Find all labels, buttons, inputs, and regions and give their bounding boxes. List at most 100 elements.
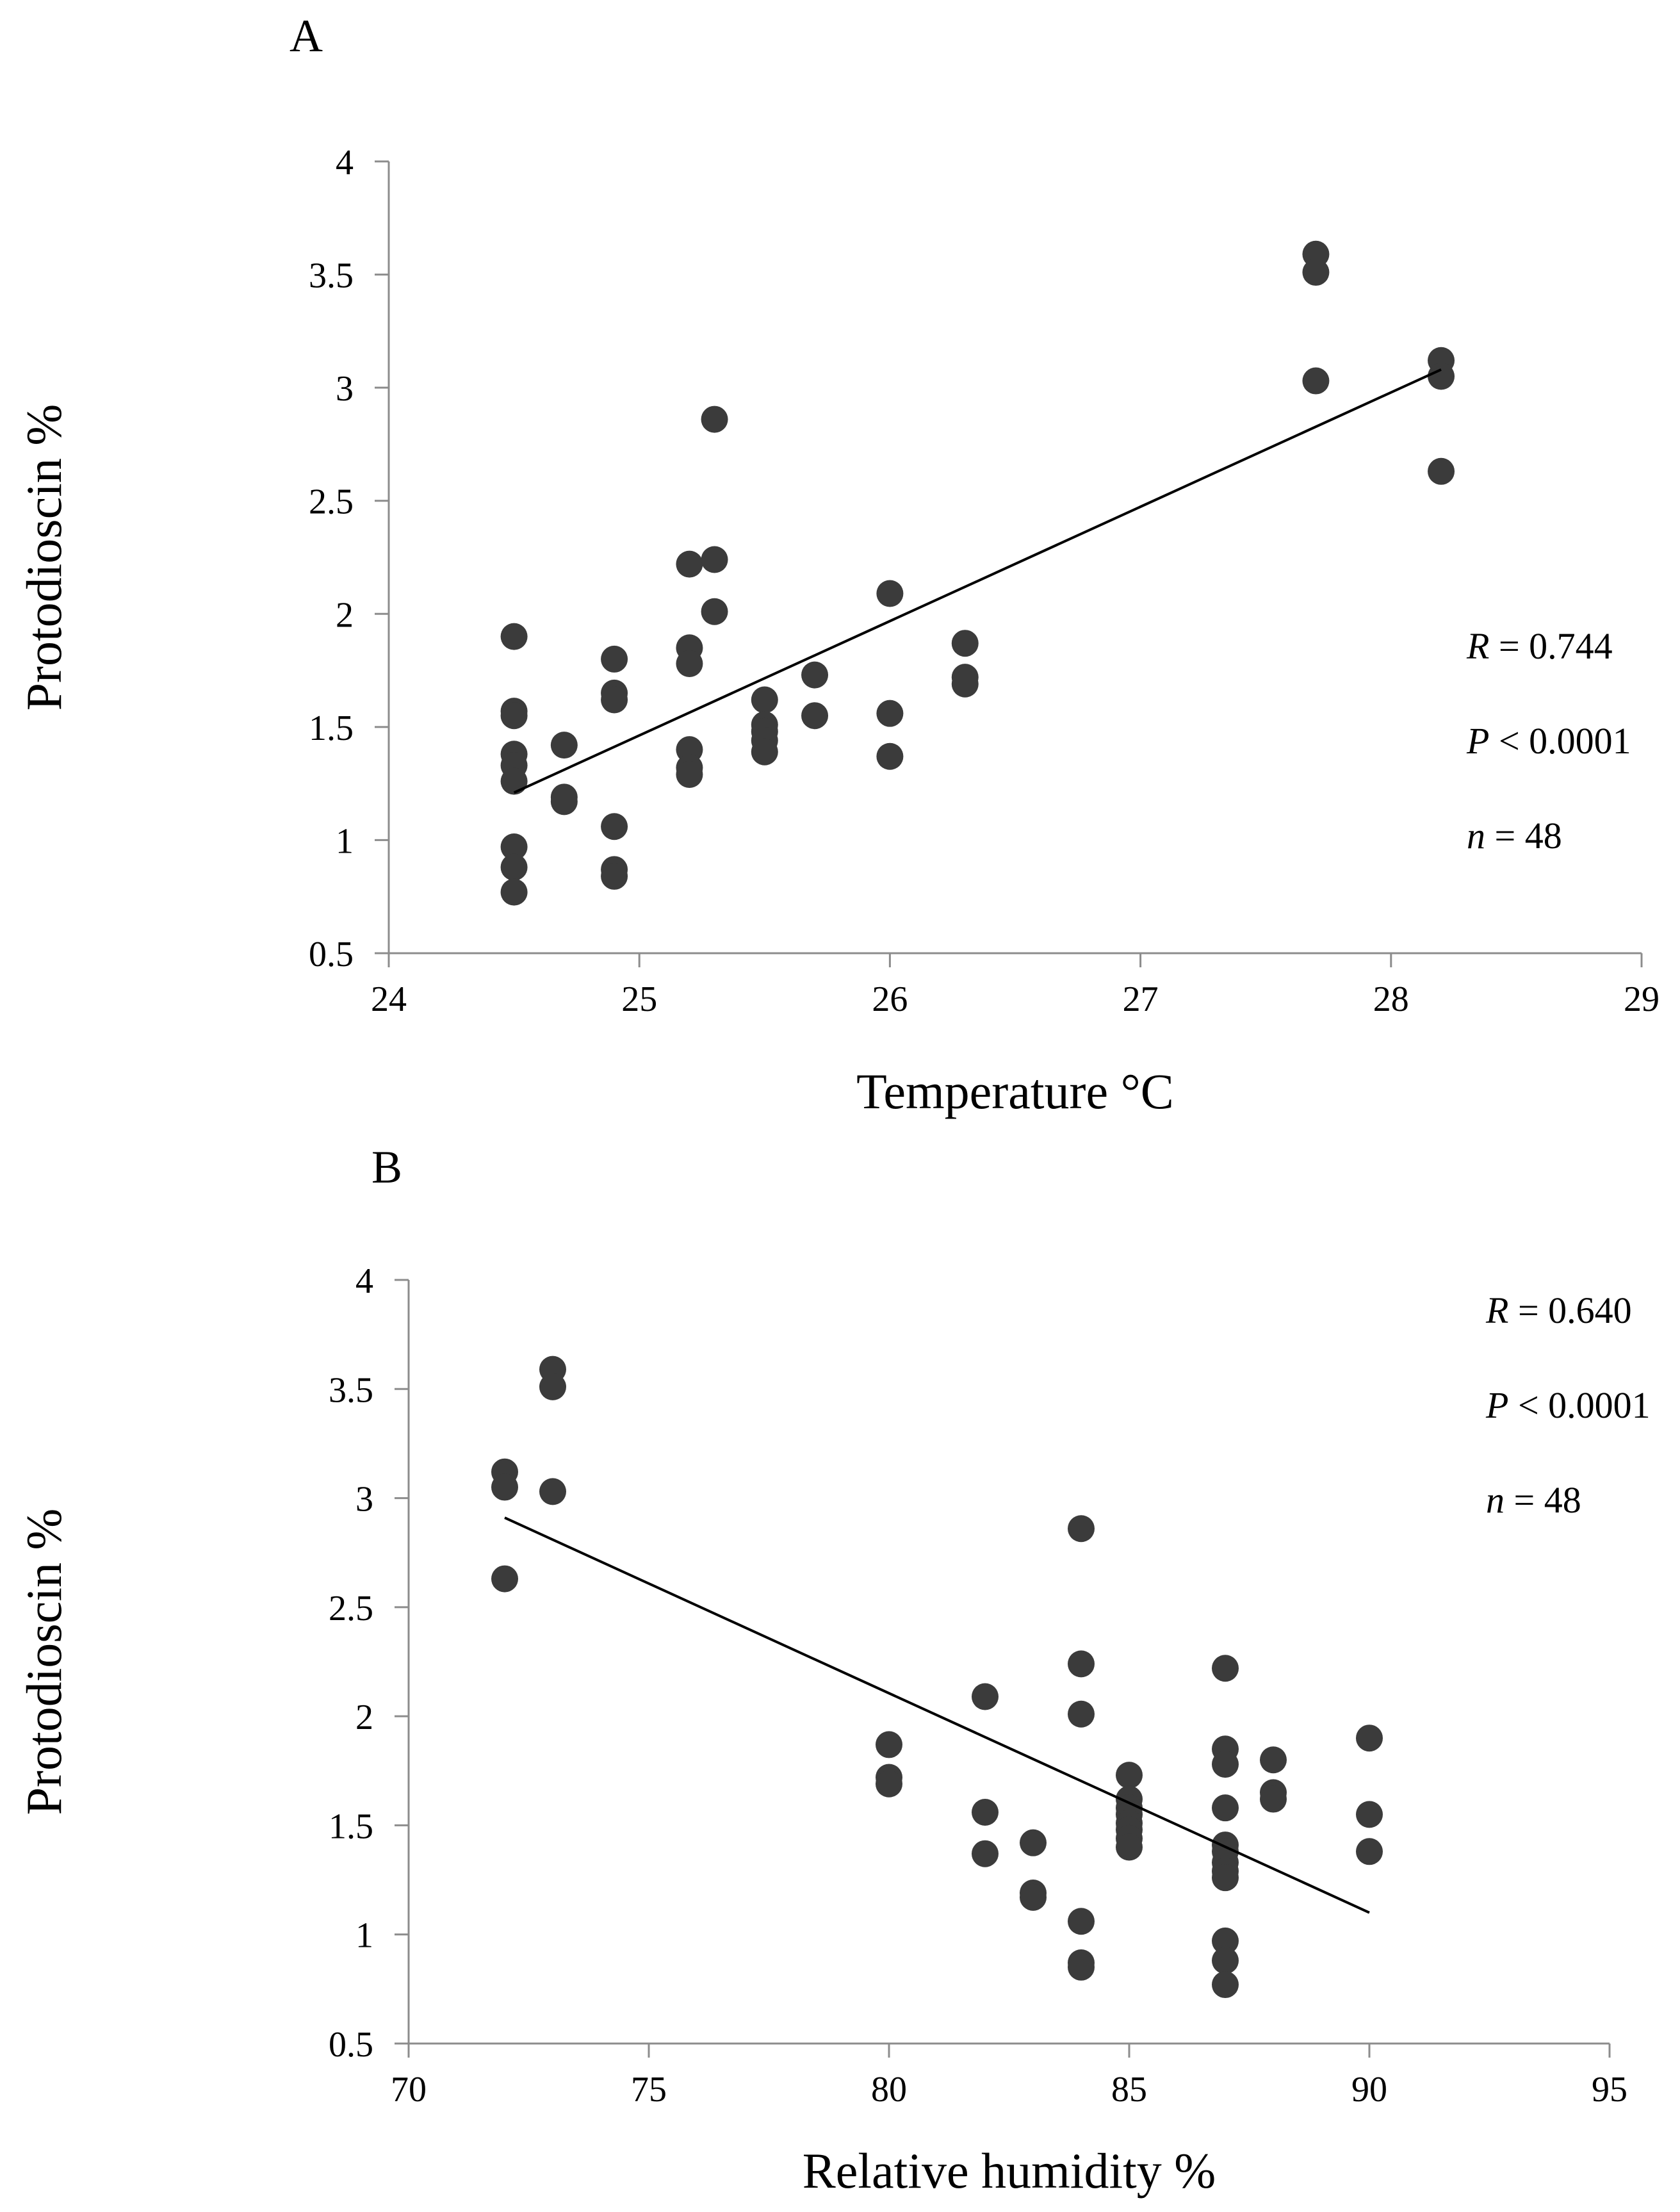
stat-value: = 48 bbox=[1485, 815, 1562, 856]
x-tick-label: 80 bbox=[871, 2070, 907, 2110]
x-axis-title: Relative humidity % bbox=[803, 2143, 1216, 2199]
data-point bbox=[1116, 1833, 1143, 1861]
data-point bbox=[676, 650, 703, 677]
stat-value: = 0.744 bbox=[1489, 625, 1612, 667]
data-point bbox=[876, 700, 904, 727]
data-point bbox=[500, 702, 528, 730]
data-point bbox=[601, 813, 628, 840]
data-point bbox=[701, 406, 728, 433]
data-point bbox=[601, 645, 628, 673]
chart-panel-a: A 0.5 1 1.5 2 2.5 3 3.5 4 24 25 26 27 28 29 Temperature… bbox=[16, 10, 1660, 1119]
stat-annotation: R = 0.640 bbox=[1485, 1290, 1632, 1331]
y-tick-label: 4 bbox=[336, 143, 354, 183]
stat-annotation: R = 0.744 bbox=[1466, 625, 1613, 667]
data-point bbox=[676, 550, 703, 578]
x-tick-label: 25 bbox=[621, 979, 657, 1019]
stat-value: = 48 bbox=[1505, 1479, 1581, 1521]
stat-variable: n bbox=[1467, 815, 1485, 856]
data-point bbox=[1212, 1947, 1239, 1974]
data-point bbox=[1428, 457, 1455, 485]
panel-label: B bbox=[371, 1142, 402, 1193]
data-point bbox=[1212, 1927, 1239, 1954]
data-point bbox=[601, 686, 628, 714]
data-point bbox=[1068, 1908, 1095, 1935]
x-tick-label: 85 bbox=[1111, 2070, 1147, 2110]
y-tick-label: 2.5 bbox=[329, 1589, 373, 1628]
data-point bbox=[801, 702, 829, 730]
y-tick-label: 3 bbox=[336, 369, 354, 409]
data-point bbox=[500, 767, 528, 795]
y-tick-label: 2 bbox=[355, 1698, 373, 1737]
data-point bbox=[500, 623, 528, 650]
x-tick-label: 75 bbox=[631, 2070, 667, 2110]
y-tick-label: 3.5 bbox=[309, 256, 354, 296]
data-point bbox=[1068, 1953, 1095, 1981]
data-point bbox=[1356, 1838, 1383, 1865]
stat-variable: P bbox=[1466, 720, 1489, 762]
data-point bbox=[1212, 1864, 1239, 1892]
y-tick-label: 4 bbox=[355, 1261, 373, 1301]
data-point bbox=[876, 742, 904, 770]
stat-variable: n bbox=[1486, 1479, 1505, 1521]
x-tick-label: 26 bbox=[872, 979, 908, 1019]
data-point bbox=[491, 1473, 518, 1501]
data-point bbox=[500, 833, 528, 861]
data-point bbox=[751, 738, 778, 766]
chart-panel-b: B 0.5 1 1.5 2 2.5 3 3.5 4 70 75 80 85 90 95 Relative hu… bbox=[16, 1142, 1651, 2199]
stat-annotation: n = 48 bbox=[1467, 815, 1562, 856]
data-point bbox=[1428, 363, 1455, 390]
data-point bbox=[1116, 1762, 1143, 1789]
data-point bbox=[500, 853, 528, 881]
x-tick-label: 27 bbox=[1123, 979, 1159, 1019]
data-point bbox=[1212, 1751, 1239, 1778]
stat-variable: R bbox=[1485, 1290, 1508, 1331]
data-point bbox=[876, 580, 904, 607]
x-tick-label: 95 bbox=[1592, 2070, 1627, 2110]
data-point bbox=[876, 1770, 902, 1798]
data-point bbox=[1020, 1883, 1047, 1911]
x-tick-label: 70 bbox=[391, 2070, 427, 2110]
y-tick-label: 3.5 bbox=[329, 1370, 373, 1410]
y-tick-label: 2.5 bbox=[309, 482, 354, 522]
data-point bbox=[1260, 1785, 1287, 1813]
y-tick-label: 1.5 bbox=[309, 709, 354, 748]
x-tick-label: 29 bbox=[1624, 979, 1660, 1019]
data-point bbox=[972, 1683, 999, 1710]
data-point bbox=[539, 1478, 566, 1505]
x-axis-title: Temperature °C bbox=[856, 1063, 1174, 1119]
y-tick-label: 2 bbox=[336, 595, 354, 635]
stat-annotation: P < 0.0001 bbox=[1466, 720, 1631, 762]
data-point bbox=[1068, 1515, 1095, 1543]
data-point bbox=[701, 546, 728, 573]
data-point bbox=[751, 686, 778, 714]
data-point bbox=[1260, 1746, 1287, 1774]
data-point bbox=[951, 630, 979, 657]
x-tick-label: 24 bbox=[371, 979, 407, 1019]
data-point bbox=[1212, 1794, 1239, 1822]
x-tick-label: 90 bbox=[1351, 2070, 1387, 2110]
data-point bbox=[1068, 1650, 1095, 1678]
stat-variable: P bbox=[1485, 1384, 1508, 1426]
data-point bbox=[1302, 367, 1330, 395]
stat-value: < 0.0001 bbox=[1508, 1384, 1650, 1426]
data-point bbox=[1068, 1700, 1095, 1728]
stat-value: < 0.0001 bbox=[1489, 720, 1631, 762]
data-point bbox=[1212, 1655, 1239, 1682]
data-point bbox=[500, 878, 528, 906]
y-axis-title: Protodioscin % bbox=[16, 1509, 72, 1815]
data-point bbox=[491, 1565, 518, 1593]
data-point bbox=[972, 1840, 999, 1867]
data-point bbox=[876, 1731, 902, 1758]
stat-annotation: P < 0.0001 bbox=[1485, 1384, 1651, 1426]
data-point bbox=[951, 670, 979, 698]
y-tick-label: 1 bbox=[336, 821, 354, 861]
data-point bbox=[601, 862, 628, 890]
data-point bbox=[1020, 1829, 1047, 1856]
data-point bbox=[1356, 1801, 1383, 1828]
x-tick-label: 28 bbox=[1373, 979, 1409, 1019]
data-point bbox=[701, 598, 728, 625]
data-point bbox=[1302, 259, 1330, 286]
y-tick-label: 0.5 bbox=[309, 935, 354, 974]
